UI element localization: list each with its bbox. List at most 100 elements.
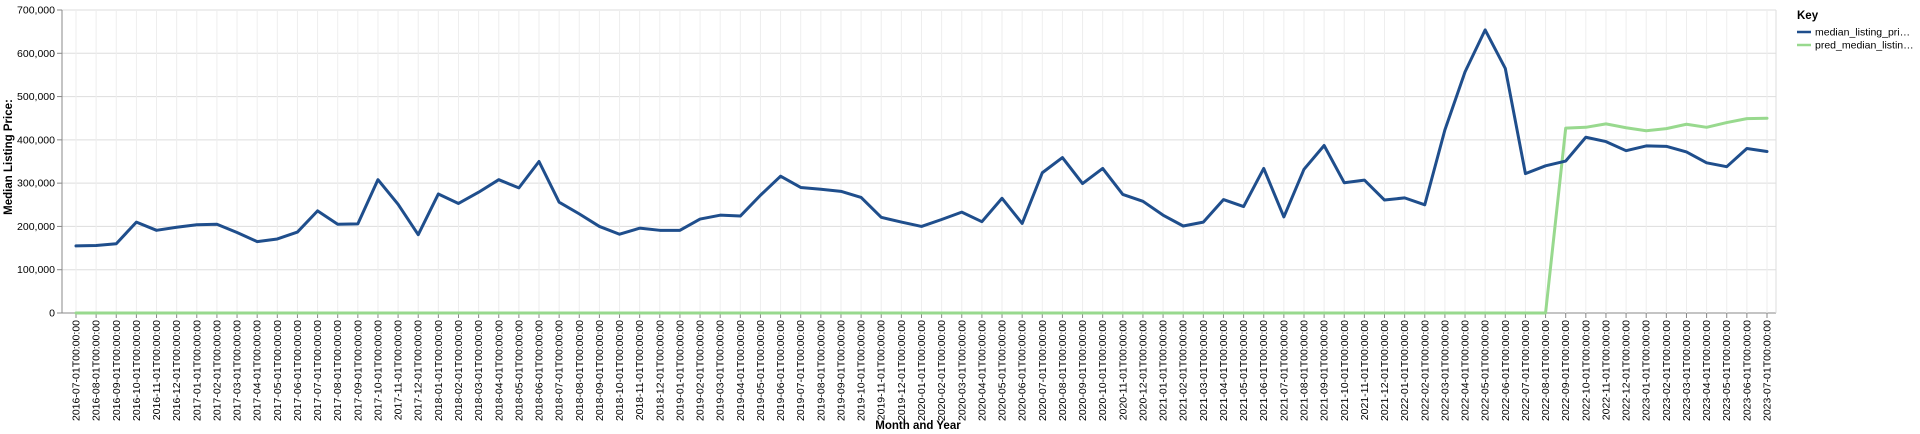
x-tick-label: 2017-04-01T00:00:00 — [252, 320, 264, 421]
x-tick-label: 2020-12-01T00:00:00 — [1137, 320, 1149, 421]
x-tick-label: 2022-05-01T00:00:00 — [1480, 320, 1492, 421]
x-tick-label: 2017-06-01T00:00:00 — [292, 320, 304, 421]
x-axis: 2016-07-01T00:00:00 2016-08-01T00:00:00 20… — [71, 313, 1774, 421]
x-tick-label: 2017-12-01T00:00:00 — [413, 320, 425, 421]
x-tick-label: 2020-07-01T00:00:00 — [1037, 320, 1049, 421]
x-tick-label: 2018-09-01T00:00:00 — [594, 320, 606, 421]
legend-title: Key — [1797, 10, 1819, 22]
y-tick-label: 0 — [49, 308, 55, 320]
x-tick-label: 2018-06-01T00:00:00 — [534, 320, 546, 421]
x-tick-label: 2020-01-01T00:00:00 — [916, 320, 928, 421]
x-tick-label: 2019-10-01T00:00:00 — [856, 320, 868, 421]
x-tick-label: 2017-11-01T00:00:00 — [393, 320, 405, 420]
x-tick-label: 2022-07-01T00:00:00 — [1520, 320, 1532, 421]
x-tick-label: 2020-08-01T00:00:00 — [1057, 320, 1069, 421]
x-tick-label: 2017-09-01T00:00:00 — [352, 320, 364, 421]
legend-label: median_listing_pri… — [1815, 27, 1910, 39]
x-tick-label: 2018-10-01T00:00:00 — [614, 320, 626, 421]
x-tick-label: 2019-03-01T00:00:00 — [715, 320, 727, 421]
x-tick-label: 2020-03-01T00:00:00 — [956, 320, 968, 421]
x-tick-label: 2019-02-01T00:00:00 — [695, 320, 707, 421]
x-tick-label: 2022-06-01T00:00:00 — [1500, 320, 1512, 421]
x-tick-label: 2021-05-01T00:00:00 — [1238, 320, 1250, 421]
x-tick-label: 2018-12-01T00:00:00 — [654, 320, 666, 421]
x-tick-label: 2017-05-01T00:00:00 — [272, 320, 284, 421]
x-tick-label: 2019-08-01T00:00:00 — [815, 320, 827, 421]
x-tick-label: 2018-03-01T00:00:00 — [473, 320, 485, 421]
x-tick-label: 2018-08-01T00:00:00 — [574, 320, 586, 421]
x-tick-label: 2016-11-01T00:00:00 — [151, 320, 163, 420]
x-tick-label: 2016-12-01T00:00:00 — [171, 320, 183, 421]
y-tick-label: 700,000 — [17, 5, 55, 17]
x-tick-label: 2018-07-01T00:00:00 — [554, 320, 566, 421]
x-tick-label: 2020-04-01T00:00:00 — [976, 320, 988, 421]
x-tick-label: 2021-01-01T00:00:00 — [1158, 320, 1170, 421]
x-tick-label: 2019-06-01T00:00:00 — [775, 320, 787, 421]
x-tick-label: 2022-02-01T00:00:00 — [1419, 320, 1431, 421]
series-line-0 — [74, 28, 1769, 248]
x-tick-label: 2017-07-01T00:00:00 — [312, 320, 324, 421]
x-tick-label: 2019-05-01T00:00:00 — [755, 320, 767, 421]
x-tick-label: 2018-02-01T00:00:00 — [453, 320, 465, 421]
series-lines — [74, 28, 1769, 315]
x-tick-label: 2023-05-01T00:00:00 — [1721, 320, 1733, 421]
x-tick-label: 2019-11-01T00:00:00 — [876, 320, 888, 420]
x-tick-label: 2017-01-01T00:00:00 — [191, 320, 203, 421]
x-tick-label: 2018-05-01T00:00:00 — [513, 320, 525, 421]
x-tick-label: 2020-05-01T00:00:00 — [997, 320, 1009, 421]
x-tick-label: 2018-11-01T00:00:00 — [634, 320, 646, 420]
x-tick-label: 2017-10-01T00:00:00 — [372, 320, 384, 421]
x-tick-label: 2022-04-01T00:00:00 — [1460, 320, 1472, 421]
x-tick-label: 2019-01-01T00:00:00 — [674, 320, 686, 421]
x-tick-label: 2017-03-01T00:00:00 — [232, 320, 244, 421]
x-tick-label: 2021-11-01T00:00:00 — [1359, 320, 1371, 420]
x-tick-label: 2023-02-01T00:00:00 — [1661, 320, 1673, 421]
y-tick-label: 500,000 — [17, 91, 55, 103]
x-tick-label: 2022-11-01T00:00:00 — [1600, 320, 1612, 420]
x-tick-label: 2016-10-01T00:00:00 — [131, 320, 143, 421]
x-tick-label: 2019-07-01T00:00:00 — [795, 320, 807, 421]
legend: Key median_listing_pri…pred_median_listi… — [1797, 10, 1914, 52]
x-tick-label: 2022-12-01T00:00:00 — [1621, 320, 1633, 421]
x-tick-label: 2021-09-01T00:00:00 — [1319, 320, 1331, 421]
y-axis: 0 100,000 200,000 300,000 400,000 500,000 600,… — [17, 5, 62, 320]
y-tick-label: 200,000 — [17, 221, 55, 233]
x-tick-label: 2017-02-01T00:00:00 — [211, 320, 223, 421]
y-tick-label: 600,000 — [17, 48, 55, 60]
x-tick-label: 2021-10-01T00:00:00 — [1339, 320, 1351, 421]
x-tick-label: 2018-01-01T00:00:00 — [433, 320, 445, 421]
x-tick-label: 2020-06-01T00:00:00 — [1017, 320, 1029, 421]
x-tick-label: 2021-04-01T00:00:00 — [1218, 320, 1230, 421]
x-tick-label: 2020-11-01T00:00:00 — [1117, 320, 1129, 420]
gridlines — [61, 9, 1777, 314]
x-tick-label: 2020-09-01T00:00:00 — [1077, 320, 1089, 421]
x-tick-label: 2019-12-01T00:00:00 — [896, 320, 908, 421]
x-tick-label: 2021-12-01T00:00:00 — [1379, 320, 1391, 421]
x-tick-label: 2019-04-01T00:00:00 — [735, 320, 747, 421]
x-tick-label: 2016-08-01T00:00:00 — [91, 320, 103, 421]
x-tick-label: 2022-03-01T00:00:00 — [1439, 320, 1451, 421]
x-axis-title: Month and Year — [875, 420, 961, 432]
series-line-1 — [74, 116, 1769, 315]
x-tick-label: 2020-10-01T00:00:00 — [1097, 320, 1109, 421]
x-tick-label: 2023-01-01T00:00:00 — [1641, 320, 1653, 421]
x-tick-label: 2018-04-01T00:00:00 — [493, 320, 505, 421]
x-tick-label: 2021-06-01T00:00:00 — [1258, 320, 1270, 421]
x-tick-label: 2023-07-01T00:00:00 — [1762, 320, 1774, 421]
x-tick-label: 2016-07-01T00:00:00 — [71, 320, 83, 421]
x-tick-label: 2023-04-01T00:00:00 — [1701, 320, 1713, 421]
x-tick-label: 2016-09-01T00:00:00 — [111, 320, 123, 421]
x-tick-label: 2022-01-01T00:00:00 — [1399, 320, 1411, 421]
x-tick-label: 2017-08-01T00:00:00 — [332, 320, 344, 421]
x-tick-label: 2023-03-01T00:00:00 — [1681, 320, 1693, 421]
y-tick-label: 100,000 — [17, 264, 55, 276]
x-tick-label: 2022-09-01T00:00:00 — [1560, 320, 1572, 421]
legend-label: pred_median_listin… — [1815, 40, 1914, 52]
y-tick-label: 400,000 — [17, 134, 55, 146]
y-axis-title: Median Listing Price: — [3, 99, 15, 215]
x-tick-label: 2021-07-01T00:00:00 — [1278, 320, 1290, 421]
x-tick-label: 2023-06-01T00:00:00 — [1741, 320, 1753, 421]
x-tick-label: 2022-08-01T00:00:00 — [1540, 320, 1552, 421]
y-tick-label: 300,000 — [17, 178, 55, 190]
